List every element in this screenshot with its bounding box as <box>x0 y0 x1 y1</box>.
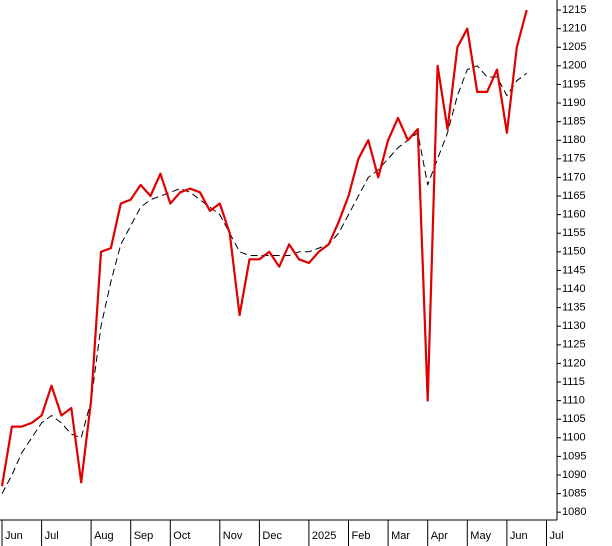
y-tick-label: 1115 <box>562 376 585 388</box>
y-tick-label: 1080 <box>562 506 586 518</box>
x-tick-label: 2025 <box>312 530 336 542</box>
x-tick-label: Feb <box>352 530 371 542</box>
x-tick-label: Mar <box>391 530 410 542</box>
y-tick-label: 1120 <box>562 357 586 369</box>
y-tick-label: 1140 <box>562 283 586 295</box>
y-tick-label: 1195 <box>562 78 586 90</box>
y-tick-label: 1090 <box>562 469 586 481</box>
y-tick-label: 1185 <box>562 116 586 128</box>
y-tick-label: 1085 <box>562 487 586 499</box>
y-tick-label: 1130 <box>562 320 586 332</box>
y-tick-label: 1190 <box>562 97 586 109</box>
y-tick-label: 1155 <box>562 227 586 239</box>
x-tick-label: Jul <box>550 530 564 542</box>
y-tick-label: 1100 <box>562 432 586 444</box>
y-tick-label: 1125 <box>562 339 586 351</box>
y-tick-label: 1095 <box>562 450 586 462</box>
x-tick-label: Jun <box>5 530 23 542</box>
y-tick-label: 1205 <box>562 41 586 53</box>
y-tick-label: 1210 <box>562 23 586 35</box>
y-tick-label: 1215 <box>562 4 586 16</box>
x-tick-label: Dec <box>262 530 282 542</box>
y-tick-label: 1105 <box>562 413 586 425</box>
y-tick-label: 1110 <box>562 395 585 407</box>
y-tick-label: 1150 <box>562 246 586 258</box>
y-tick-label: 1180 <box>562 134 586 146</box>
x-tick-label: Jul <box>45 530 59 542</box>
y-tick-label: 1165 <box>562 190 586 202</box>
x-tick-label: Nov <box>223 530 243 542</box>
x-tick-label: May <box>470 530 491 542</box>
x-tick-label: Jun <box>510 530 528 542</box>
y-tick-label: 1160 <box>562 209 586 221</box>
line-series <box>0 9 528 487</box>
x-tick-label: Oct <box>173 530 190 542</box>
y-tick-label: 1200 <box>562 60 586 72</box>
x-tick-label: Apr <box>431 530 448 542</box>
y-tick-label: 1135 <box>562 302 586 314</box>
y-tick-label: 1145 <box>562 264 586 276</box>
y-tick-label: 1175 <box>562 153 586 165</box>
y-tick-label: 1170 <box>562 171 586 183</box>
x-tick-label: Sep <box>134 530 154 542</box>
x-tick-label: Aug <box>94 530 114 542</box>
